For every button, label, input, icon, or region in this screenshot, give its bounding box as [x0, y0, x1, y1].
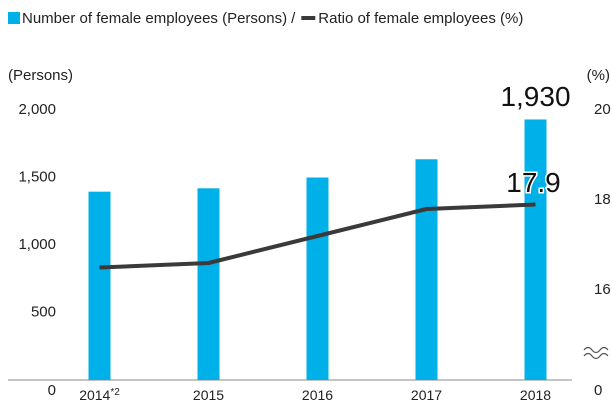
- x-tick-label: 2016: [302, 387, 333, 403]
- y2-tick-label: 18: [594, 191, 611, 208]
- x-tick-label: 2014*2: [79, 387, 120, 403]
- x-tick-label: 2017: [411, 387, 442, 403]
- bar: [415, 159, 438, 380]
- bar: [524, 119, 547, 380]
- category: 2014: [79, 387, 110, 403]
- category: 2018: [520, 387, 551, 403]
- category-note: *2: [110, 387, 120, 398]
- y-axis-label: (Persons): [8, 67, 73, 84]
- legend-label: Number of female employees (Persons): [22, 10, 287, 27]
- legend-separator: /: [291, 10, 296, 27]
- y2-tick-label: 20: [594, 101, 611, 118]
- bar: [88, 191, 111, 380]
- line: [99, 202, 536, 270]
- y-tick-label: 1,000: [18, 236, 56, 253]
- y-tick-label: 1,500: [18, 168, 56, 185]
- category: 2015: [193, 387, 224, 403]
- y2-tick-label: 0: [594, 382, 602, 399]
- axis-break: [583, 346, 609, 360]
- legend-label: Ratio of female employees (%): [318, 10, 523, 27]
- legend-swatch: [8, 12, 20, 24]
- break-wave: [583, 346, 609, 354]
- y2-axis-label: (%): [587, 67, 610, 84]
- break-wave: [583, 352, 609, 360]
- bar: [197, 188, 220, 380]
- data-label: 1,930: [500, 81, 570, 112]
- bar: [306, 177, 329, 380]
- y-tick-label: 0: [48, 382, 56, 399]
- x-tick-label: 2018: [520, 387, 551, 403]
- category: 2017: [411, 387, 442, 403]
- y-tick-label: 500: [31, 303, 56, 320]
- x-tick-label: 2015: [193, 387, 224, 403]
- y-tick-label: 2,000: [18, 101, 56, 118]
- y2-tick-label: 16: [594, 281, 611, 298]
- data-label: 17.9: [506, 167, 561, 198]
- category: 2016: [302, 387, 333, 403]
